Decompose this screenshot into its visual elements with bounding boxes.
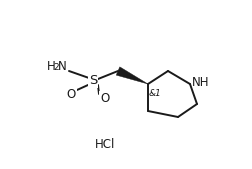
Text: O: O (66, 89, 75, 102)
Text: O: O (100, 92, 109, 105)
Text: N: N (58, 59, 67, 73)
Text: &1: &1 (148, 89, 161, 98)
Text: 2: 2 (53, 64, 58, 73)
Text: S: S (88, 75, 97, 88)
Polygon shape (116, 67, 147, 84)
Text: HCl: HCl (94, 138, 115, 151)
Text: NH: NH (191, 76, 209, 89)
Text: H: H (47, 59, 55, 73)
